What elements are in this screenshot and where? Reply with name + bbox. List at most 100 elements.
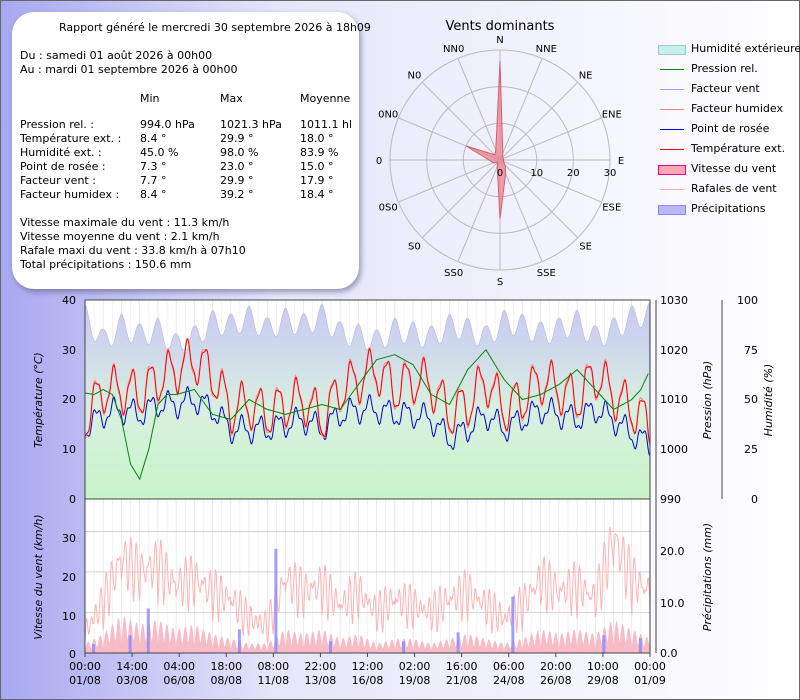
stat-max: 23.0 °: [220, 160, 254, 173]
rose-direction-label: NE: [579, 70, 593, 81]
temp-tick-label: 0: [69, 493, 76, 506]
x-tick-date: 13/08: [305, 674, 337, 687]
rain-bar: [237, 629, 241, 653]
x-tick-date: 16/08: [352, 674, 384, 687]
rose-grid-spoke: [499, 159, 543, 262]
rose-direction-label: NN0: [443, 44, 464, 55]
pressure-tick-label: 1010: [660, 393, 688, 406]
humidity-tick-label: 100: [737, 294, 758, 307]
stat-label: Point de rosée :: [20, 160, 106, 173]
x-tick-time: 22:00: [305, 660, 337, 673]
temp-tick-label: 30: [62, 344, 76, 357]
wind-tick-label: 10: [62, 610, 76, 623]
wind-tick-label: 20: [62, 571, 76, 584]
legend-label: Vitesse du vent: [691, 162, 777, 175]
x-tick-date: 24/08: [493, 674, 525, 687]
rose-grid-spoke: [499, 117, 602, 161]
rose-radial-tick: 0: [497, 168, 503, 179]
rose-grid-spoke: [499, 81, 579, 161]
rain-bar: [402, 641, 405, 653]
x-tick-date: 08/08: [210, 674, 242, 687]
stat-min: 8.4 °: [140, 132, 167, 145]
rose-radial-tick: 20: [567, 168, 580, 179]
rose-grid-spoke: [457, 159, 501, 262]
wind-max-text: Vitesse maximale du vent : 11.3 km/h: [20, 216, 230, 229]
rain-axis-label: Précipitations (mm): [701, 523, 714, 631]
x-tick-date: 01/08: [69, 674, 101, 687]
x-tick-date: 29/08: [587, 674, 619, 687]
x-tick-time: 20:00: [540, 660, 572, 673]
rose-direction-label: 0: [376, 156, 382, 167]
legend-swatch: [660, 69, 684, 70]
col-min-header: Min: [140, 92, 160, 105]
legend-label: Pression rel.: [691, 62, 758, 75]
stat-label: Humidité ext. :: [20, 146, 102, 159]
stat-min: 7.7 °: [140, 174, 167, 187]
temp-axis-label: Température (°C): [32, 352, 45, 448]
x-tick-time: 04:00: [163, 660, 195, 673]
rose-grid-spoke: [499, 58, 543, 161]
stat-max: 39.2 °: [220, 188, 254, 201]
x-tick-date: 01/09: [634, 674, 666, 687]
humidity-tick-label: 50: [744, 393, 758, 406]
rose-direction-label: SS0: [444, 268, 463, 279]
x-tick-time: 00:00: [69, 660, 101, 673]
stat-max: 29.9 °: [220, 132, 254, 145]
rain-bar: [456, 632, 460, 653]
rose-direction-label: SE: [579, 242, 592, 253]
stat-min: 994.0 hPa: [140, 118, 195, 131]
x-tick-time: 16:00: [446, 660, 478, 673]
humidity-axis-label: Humidité (%): [762, 364, 775, 437]
legend-swatch: [660, 149, 684, 150]
rose-grid-spoke: [421, 159, 501, 239]
rose-radial-tick: 10: [530, 168, 543, 179]
rain-bar: [128, 635, 132, 653]
rose-grid-spoke: [457, 58, 501, 161]
stat-min: 8.4 °: [140, 188, 167, 201]
wind-rose-chart: Vents dominants N NNE NE ENE E ESE SE SSE S SS0 S0…: [376, 19, 624, 288]
x-tick-time: 14:00: [116, 660, 148, 673]
rose-direction-label: S: [497, 277, 503, 288]
stat-avg: 18.0 °: [300, 132, 334, 145]
rose-radial-tick: 30: [604, 168, 617, 179]
x-tick-time: 00:00: [634, 660, 666, 673]
stat-avg: 1011.1 hPa: [300, 118, 351, 131]
pressure-axis-label: Pression (hPa): [701, 361, 714, 440]
wind-tick-label: 30: [62, 532, 76, 545]
rain-total-text: Total précipitations : 150.6 mm: [20, 258, 192, 271]
x-tick-date: 11/08: [257, 674, 289, 687]
rose-grid-spoke: [421, 81, 501, 161]
x-tick-date: 06/08: [163, 674, 195, 687]
wind-tick-label: 0: [69, 648, 76, 661]
temp-tick-label: 40: [62, 294, 76, 307]
pressure-tick-label: 1020: [660, 344, 688, 357]
rain-bar: [511, 596, 515, 653]
wind-rose-title: Vents dominants: [446, 19, 555, 34]
report-from: Du : samedi 01 août 2026 à 00h00: [20, 49, 213, 62]
rain-tick-label: 0.0: [660, 647, 678, 660]
pressure-tick-label: 1000: [660, 443, 688, 456]
stat-max: 1021.3 hPa: [220, 118, 282, 131]
rose-direction-label: 0N0: [378, 110, 398, 121]
report-summary-box: Rapport généré le mercredi 30 septembre …: [12, 12, 371, 289]
temp-tick-label: 10: [62, 443, 76, 456]
legend-swatch: [658, 165, 686, 175]
stat-avg: 15.0 °: [300, 160, 334, 173]
humidity-tick-label: 25: [744, 443, 758, 456]
x-tick-date: 03/08: [116, 674, 148, 687]
time-series-charts: 40 30 20 10 0 Température (°C) 1030 1020…: [32, 294, 775, 687]
legend-swatch: [658, 205, 686, 215]
wind-rose-shape: [465, 60, 507, 219]
rose-direction-label: N0: [407, 70, 421, 81]
pressure-tick-label: 1030: [660, 294, 688, 307]
stat-avg: 83.9 %: [300, 146, 339, 159]
legend-swatch: [658, 45, 686, 55]
legend-label: Humidité extérieure: [691, 42, 800, 55]
x-tick-date: 26/08: [540, 674, 572, 687]
stat-min: 7.3 °: [140, 160, 167, 173]
report-to: Au : mardi 01 septembre 2026 à 00h00: [20, 63, 238, 76]
rain-bar: [329, 641, 332, 653]
legend-label: Température ext.: [691, 142, 786, 155]
legend-swatch: [660, 109, 684, 110]
